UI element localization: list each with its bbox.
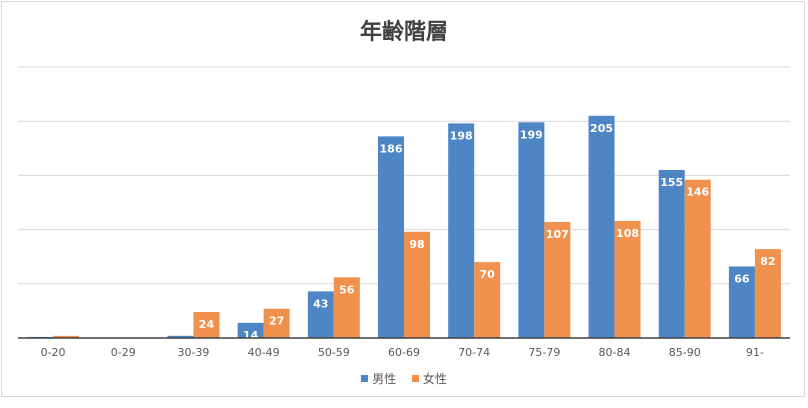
bar-male-40-49[interactable]: [237, 322, 264, 338]
x-tick-label: 85-90: [669, 346, 701, 359]
x-tick-label: 0-29: [111, 346, 136, 359]
bar-male-80-84[interactable]: [588, 115, 615, 338]
bar-female-70-74[interactable]: [474, 262, 501, 338]
bar-male-50-59[interactable]: [307, 291, 334, 338]
x-tick-label: 91-: [746, 346, 764, 359]
data-label: 107: [546, 228, 569, 241]
legend-item-male[interactable]: 男性: [361, 370, 396, 387]
legend-swatch-female: [411, 375, 419, 382]
data-label: 24: [199, 318, 215, 331]
bar-female-91-[interactable]: [754, 249, 781, 338]
x-tick-label: 30-39: [177, 346, 209, 359]
data-label: 108: [616, 227, 639, 240]
x-tick-label: 60-69: [388, 346, 420, 359]
bar-female-85-90[interactable]: [684, 179, 711, 338]
legend-label-female: 女性: [422, 372, 447, 386]
legend: 男性 女性: [0, 370, 808, 387]
x-tick-label: 0-20: [41, 346, 66, 359]
data-label: 205: [590, 122, 613, 135]
x-tick-label: 70-74: [458, 346, 490, 359]
data-label: 199: [520, 128, 543, 141]
data-label: 186: [380, 142, 403, 155]
bar-female-60-69[interactable]: [404, 231, 430, 338]
data-label: 66: [734, 272, 750, 285]
data-label: 43: [313, 297, 328, 310]
data-label: 56: [339, 283, 355, 296]
bar-male-75-79[interactable]: [518, 122, 545, 338]
bar-female-75-79[interactable]: [544, 222, 571, 338]
bar-male-70-74[interactable]: [448, 123, 475, 338]
bar-female-30-39[interactable]: [193, 311, 220, 338]
x-tick-label: 80-84: [599, 346, 631, 359]
bar-female-50-59[interactable]: [333, 277, 360, 338]
bar-female-0-20[interactable]: [53, 335, 80, 338]
x-tick-label: 50-59: [318, 346, 350, 359]
bar-male-60-69[interactable]: [378, 136, 404, 338]
bar-male-30-39[interactable]: [167, 335, 194, 338]
bar-female-40-49[interactable]: [263, 308, 290, 338]
data-label: 27: [269, 315, 284, 328]
bar-male-91-[interactable]: [728, 266, 755, 338]
x-tick-label: 75-79: [528, 346, 560, 359]
data-label: 14: [243, 329, 259, 342]
bar-female-80-84[interactable]: [614, 220, 641, 338]
x-tick-label: 40-49: [248, 346, 280, 359]
legend-swatch-male: [361, 375, 369, 382]
data-label: 155: [660, 176, 683, 189]
data-label: 82: [760, 255, 775, 268]
legend-item-female[interactable]: 女性: [411, 370, 447, 387]
data-label: 198: [450, 129, 473, 142]
bar-male-85-90[interactable]: [658, 169, 685, 338]
chart-title: 年齢階層: [359, 20, 448, 45]
data-label: 98: [409, 238, 424, 251]
data-label: 70: [480, 268, 496, 281]
data-label: 146: [686, 186, 709, 199]
legend-label-male: 男性: [372, 372, 397, 386]
